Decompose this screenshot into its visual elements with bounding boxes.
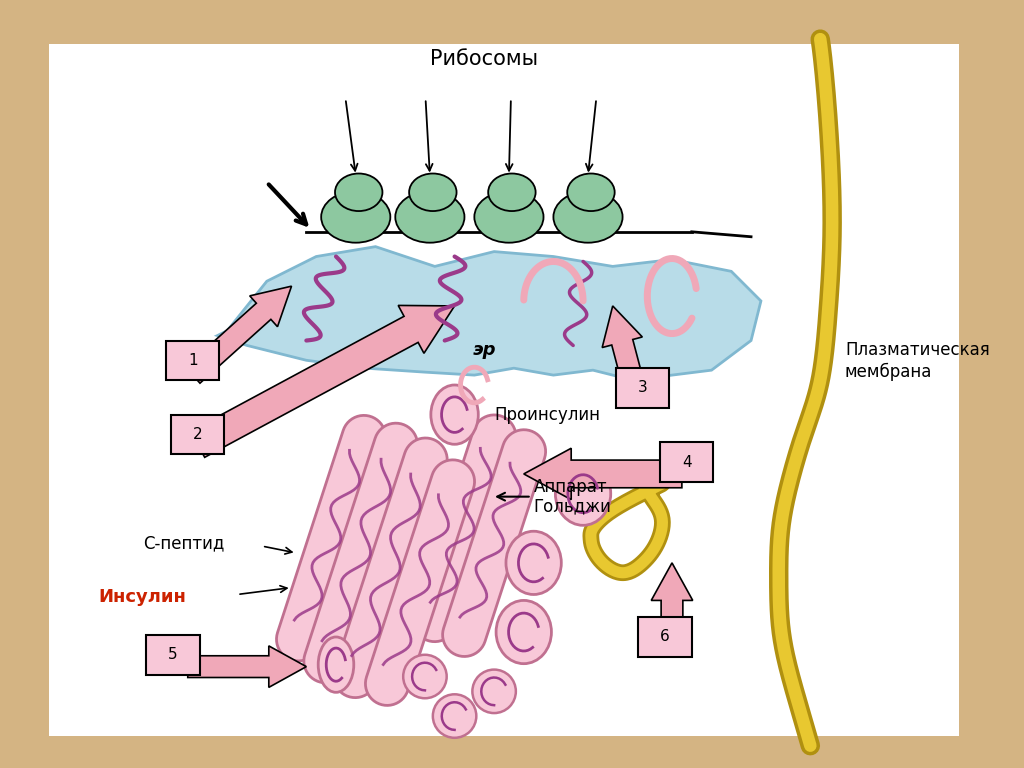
Text: мембрана: мембрана [845,363,932,381]
Polygon shape [190,306,455,457]
FancyBboxPatch shape [146,635,200,674]
Text: Рибосомы: Рибосомы [430,49,539,69]
Ellipse shape [488,174,536,211]
Ellipse shape [431,385,478,444]
Polygon shape [217,247,761,380]
FancyBboxPatch shape [49,44,958,736]
Text: Инсулин: Инсулин [99,588,186,607]
Polygon shape [413,415,516,641]
Ellipse shape [410,174,457,211]
Ellipse shape [395,191,465,243]
Text: 3: 3 [638,380,647,396]
Text: 4: 4 [682,455,691,469]
Polygon shape [187,646,306,687]
Ellipse shape [433,694,476,738]
Polygon shape [334,438,447,697]
FancyBboxPatch shape [660,442,714,482]
Polygon shape [523,449,682,500]
FancyBboxPatch shape [615,368,669,408]
Text: Аппарат: Аппарат [534,478,607,496]
Text: эр: эр [472,342,496,359]
FancyBboxPatch shape [638,617,692,657]
Text: 5: 5 [168,647,178,662]
Text: Плазматическая: Плазматическая [845,342,989,359]
Text: Гольджи: Гольджи [534,498,611,515]
Ellipse shape [403,655,446,698]
Polygon shape [442,430,546,657]
Text: 2: 2 [193,427,203,442]
Ellipse shape [472,670,516,713]
Polygon shape [304,423,418,683]
Text: 1: 1 [187,353,198,368]
Ellipse shape [474,191,544,243]
Ellipse shape [555,462,610,525]
Polygon shape [366,460,474,705]
Ellipse shape [553,191,623,243]
FancyBboxPatch shape [171,415,224,454]
Ellipse shape [335,174,382,211]
Ellipse shape [318,637,353,692]
Polygon shape [276,415,386,661]
Polygon shape [602,306,648,402]
Text: 6: 6 [660,630,670,644]
Text: С-пептид: С-пептид [143,534,224,552]
Polygon shape [185,286,292,383]
Ellipse shape [322,191,390,243]
Text: Проинсулин: Проинсулин [495,406,600,424]
Ellipse shape [567,174,614,211]
Ellipse shape [506,531,561,594]
Polygon shape [651,563,693,632]
FancyBboxPatch shape [166,340,219,380]
Ellipse shape [496,601,552,664]
